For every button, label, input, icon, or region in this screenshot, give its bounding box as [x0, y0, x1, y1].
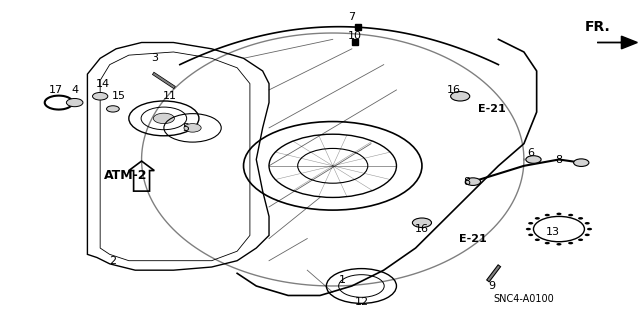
Circle shape: [412, 218, 431, 227]
Circle shape: [585, 222, 590, 225]
Text: 8: 8: [556, 154, 563, 165]
Text: 4: 4: [71, 85, 78, 95]
Text: 9: 9: [488, 281, 495, 291]
Circle shape: [578, 239, 583, 241]
Circle shape: [93, 93, 108, 100]
Text: 16: 16: [447, 85, 461, 95]
Text: E-21: E-21: [459, 234, 487, 243]
Text: 15: 15: [112, 91, 126, 101]
Text: 8: 8: [463, 177, 470, 187]
Circle shape: [451, 92, 470, 101]
Circle shape: [106, 106, 119, 112]
Circle shape: [526, 156, 541, 163]
Circle shape: [573, 159, 589, 167]
Circle shape: [587, 228, 592, 230]
Circle shape: [578, 217, 583, 219]
Circle shape: [535, 239, 540, 241]
Circle shape: [568, 214, 573, 216]
Circle shape: [528, 234, 533, 236]
Text: 6: 6: [527, 148, 534, 158]
Text: 2: 2: [109, 256, 116, 266]
Text: 11: 11: [163, 91, 177, 101]
Circle shape: [556, 213, 561, 215]
Text: FR.: FR.: [584, 20, 610, 34]
FancyArrow shape: [597, 36, 637, 49]
Text: 16: 16: [415, 224, 429, 234]
Text: 7: 7: [348, 12, 355, 22]
Text: 12: 12: [355, 297, 369, 307]
Circle shape: [154, 113, 174, 123]
Circle shape: [568, 242, 573, 244]
Text: 5: 5: [182, 123, 189, 133]
Circle shape: [545, 242, 550, 244]
Circle shape: [184, 123, 201, 132]
Text: 17: 17: [49, 85, 63, 95]
Circle shape: [67, 99, 83, 107]
Text: SNC4-A0100: SNC4-A0100: [493, 293, 554, 304]
Circle shape: [556, 243, 561, 246]
Text: ATM-2: ATM-2: [104, 169, 147, 182]
Text: E-21: E-21: [478, 104, 506, 114]
Text: 13: 13: [545, 227, 559, 237]
Text: 3: 3: [151, 53, 158, 63]
Circle shape: [465, 178, 481, 185]
Text: 14: 14: [96, 78, 111, 89]
Circle shape: [585, 234, 590, 236]
Circle shape: [545, 214, 550, 216]
Circle shape: [526, 228, 531, 230]
Text: 10: 10: [348, 31, 362, 41]
Circle shape: [528, 222, 533, 225]
Circle shape: [535, 217, 540, 219]
Text: 1: 1: [339, 275, 346, 285]
